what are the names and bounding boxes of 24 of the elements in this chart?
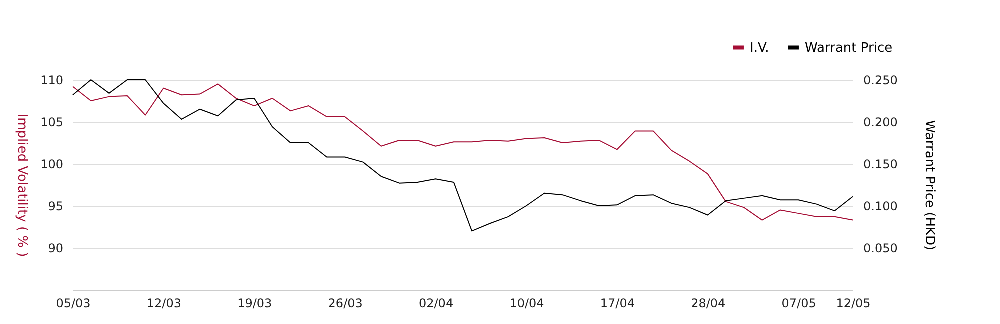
x-tick-label: 02/04: [418, 296, 454, 310]
y-tick-label: 95: [48, 200, 64, 214]
x-tick-label: 19/03: [238, 296, 272, 310]
y2-tick-label: 0.150: [864, 158, 898, 172]
x-tick-label: 17/04: [600, 296, 635, 310]
y-tick-label: 90: [48, 242, 64, 256]
y-tick-label: 105: [40, 116, 64, 130]
x-tick-label: 28/04: [691, 296, 726, 310]
y2-tick-label: 0.050: [864, 242, 898, 256]
y2-tick-label: 0.200: [864, 116, 898, 130]
x-tick-label: 12/05: [836, 296, 871, 310]
x-tick-label: 12/03: [146, 296, 182, 310]
y-axis-title: Implied Volatility ( % ): [14, 114, 30, 258]
legend-label: Warrant Price: [805, 40, 893, 56]
x-tick-label: 05/03: [56, 296, 91, 310]
y-tick-label: 100: [40, 158, 64, 172]
legend-label: I.V.: [750, 40, 770, 56]
y2-axis-title: Warrant Price (HKD): [922, 120, 937, 251]
x-tick-label: 07/05: [782, 296, 816, 310]
y-tick-label: 110: [40, 74, 64, 88]
x-tick-label: 26/03: [328, 296, 363, 310]
y2-tick-label: 0.100: [864, 200, 898, 214]
x-tick-label: 10/04: [510, 296, 544, 310]
y2-tick-label: 0.250: [864, 74, 898, 88]
